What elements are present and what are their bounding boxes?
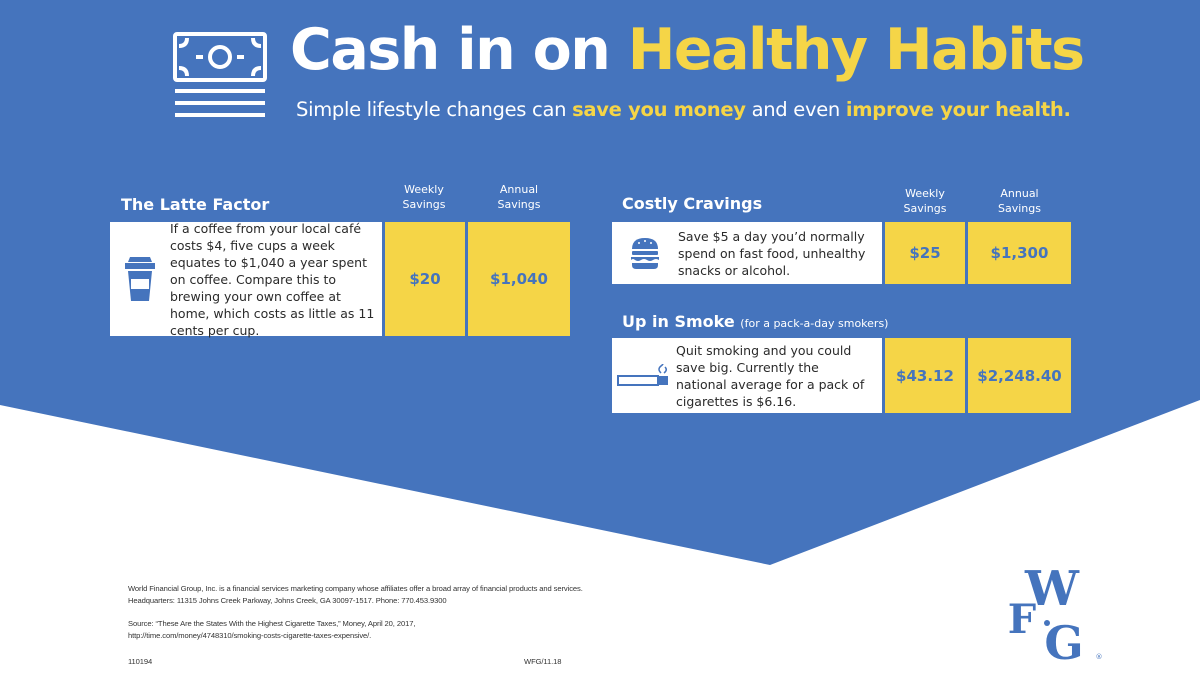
footer-disclosure-1: World Financial Group, Inc. is a financi… xyxy=(128,584,583,593)
subtitle-text: and even xyxy=(745,98,846,121)
wfg-logo: W F G ® xyxy=(1008,563,1103,663)
footer-source-1: Source: “These Are the States With the H… xyxy=(128,619,416,628)
cravings-weekly-value: $25 xyxy=(885,222,965,284)
footer-code-left: 110194 xyxy=(128,657,153,666)
latte-annual-value: $1,040 xyxy=(468,222,570,336)
footer-code-right: WFG/11.18 xyxy=(524,657,562,666)
title-part-white: Cash in on xyxy=(290,17,628,83)
coffee-cup-icon xyxy=(125,257,155,301)
money-bill-icon xyxy=(173,32,267,117)
section-title-text: Up in Smoke xyxy=(622,312,735,331)
footer-source-2: http://time.com/money/4748310/smoking-co… xyxy=(128,631,372,640)
weekly-savings-header: Weekly Savings xyxy=(903,187,947,215)
section-note: (for a pack-a-day smokers) xyxy=(740,317,889,330)
latte-weekly-value: $20 xyxy=(385,222,465,336)
annual-savings-header: Annual Savings xyxy=(998,187,1041,215)
footer-disclosure-2: Headquarters: 11315 Johns Creek Parkway,… xyxy=(128,596,447,605)
section-title-cravings: Costly Cravings xyxy=(622,194,763,213)
subtitle-text: Simple lifestyle changes can xyxy=(296,98,573,121)
cravings-description: Save $5 a day you’d normally spend on fa… xyxy=(678,228,866,278)
logo-letter-f: F xyxy=(1008,596,1036,643)
section-title-smoke: Up in Smoke (for a pack-a-day smokers) xyxy=(622,312,888,331)
logo-letter-g: G xyxy=(1044,616,1083,663)
cravings-description-card: Save $5 a day you’d normally spend on fa… xyxy=(612,222,882,284)
cravings-annual-value: $1,300 xyxy=(968,222,1071,284)
latte-description: If a coffee from your local café costs $… xyxy=(170,220,375,338)
cigarette-icon xyxy=(617,363,668,386)
page-subtitle: Simple lifestyle changes can save you mo… xyxy=(296,98,1071,121)
smoke-annual-value: $2,248.40 xyxy=(968,338,1071,413)
logo-letter-w: W xyxy=(1024,563,1080,617)
smoke-weekly-value: $43.12 xyxy=(885,338,965,413)
subtitle-highlight-1: save you money xyxy=(572,98,746,121)
burger-icon xyxy=(631,238,659,269)
annual-savings-header: Annual Savings xyxy=(497,183,541,211)
weekly-savings-header: Weekly Savings xyxy=(402,183,446,211)
page-title: Cash in on Healthy Habits xyxy=(290,22,1085,79)
section-title-latte: The Latte Factor xyxy=(121,195,270,214)
smoke-description-card: Quit smoking and you could save big. Cur… xyxy=(612,338,882,413)
subtitle-highlight-2: improve your health. xyxy=(845,98,1071,121)
latte-description-card: If a coffee from your local café costs $… xyxy=(110,220,382,338)
logo-registered-mark: ® xyxy=(1096,653,1103,661)
title-part-highlight: Healthy Habits xyxy=(627,17,1085,83)
smoke-description: Quit smoking and you could save big. Cur… xyxy=(676,342,865,409)
